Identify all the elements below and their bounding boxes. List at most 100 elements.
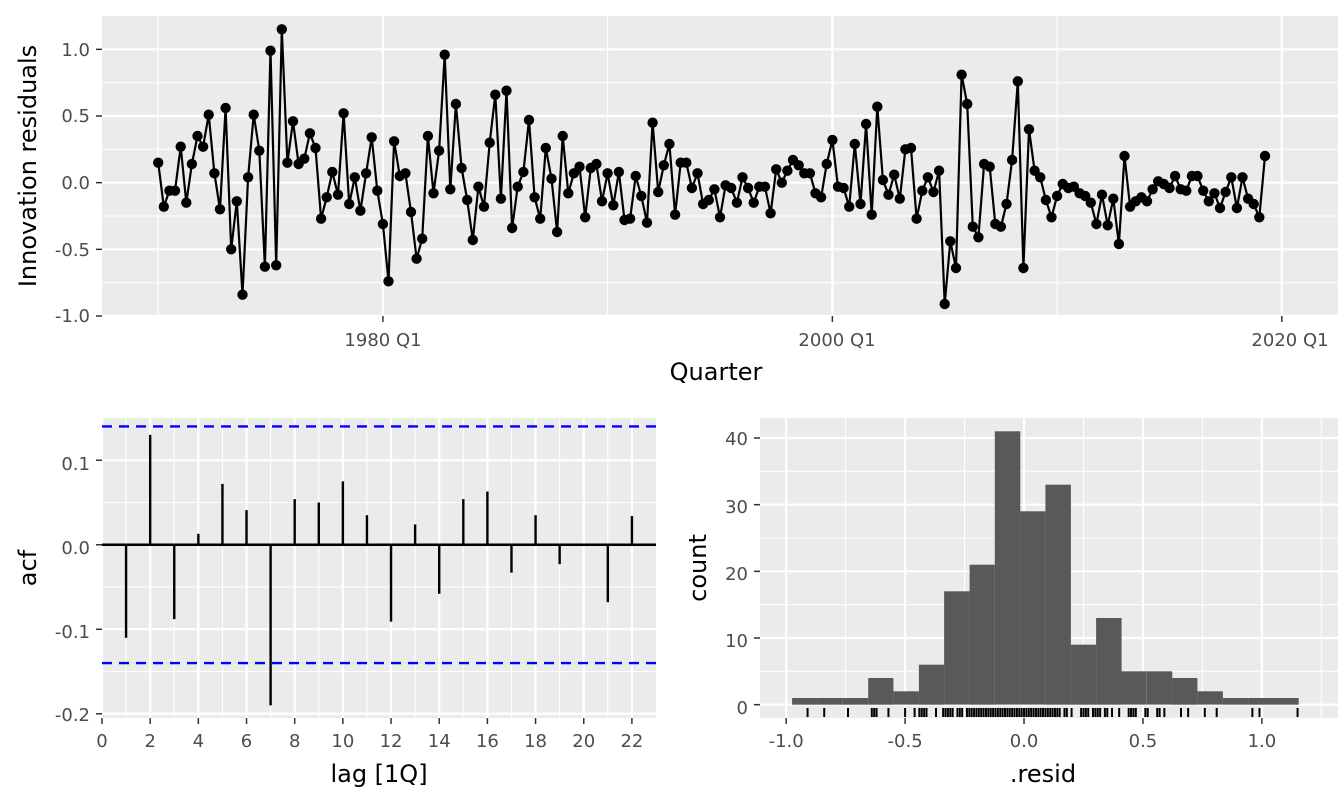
residual-point [1096, 189, 1108, 200]
residual-point [905, 142, 917, 154]
x-tick-label: 0 [96, 731, 107, 752]
residual-point [417, 233, 428, 244]
histogram-bar [1020, 511, 1046, 705]
residual-point [169, 185, 181, 196]
residual-rug [806, 708, 1299, 717]
histogram-bar [1121, 671, 1147, 705]
residual-point [1164, 182, 1175, 194]
x-axis-title: .resid [1010, 760, 1076, 788]
x-tick-label: 2 [144, 731, 155, 752]
acf-x-tick-labels: 0 2 4 6 8 10 12 14 16 18 20 22 [96, 731, 643, 752]
residual-point [400, 168, 411, 179]
residual-point [630, 170, 641, 182]
residual-point [1091, 218, 1102, 230]
y-tick-label: 0.0 [61, 173, 90, 194]
y-tick-label: 0.1 [61, 454, 90, 475]
residual-point [321, 192, 332, 203]
residual-point [1141, 196, 1153, 207]
residual-point [473, 181, 484, 192]
residual-point [838, 182, 849, 194]
y-tick-label: 20 [725, 564, 748, 585]
x-tick-label: 0.5 [1129, 731, 1158, 752]
residual-point [214, 204, 226, 215]
residual-point [271, 260, 282, 271]
residual-point [186, 158, 198, 170]
residual-point [804, 168, 816, 179]
histogram-bar [1248, 698, 1274, 705]
histogram-bars [792, 431, 1299, 705]
residual-point [1214, 202, 1226, 214]
residual-point [709, 184, 720, 195]
residual-histogram: 0 10 20 30 40 -1.0 -0.5 0.0 0.5 1.0 .res… [684, 418, 1338, 788]
acf-plot-tick-marks [96, 459, 633, 724]
residual-point [933, 165, 945, 176]
residual-point [495, 193, 507, 204]
residual-point [686, 182, 698, 194]
x-tick-label: 10 [331, 731, 354, 752]
residual-point [1046, 212, 1057, 223]
residual-point [411, 253, 422, 264]
residual-point [1023, 124, 1035, 135]
residual-point [388, 136, 400, 147]
residual-point [501, 85, 512, 96]
histogram-bar [868, 678, 894, 705]
residual-point [596, 196, 608, 207]
x-tick-label: -1.0 [769, 731, 804, 752]
residual-point [366, 132, 377, 143]
residual-point [1181, 185, 1192, 196]
x-tick-label: 6 [241, 731, 252, 752]
residual-point [636, 190, 647, 202]
residual-point [815, 192, 827, 203]
residual-point [1231, 202, 1243, 214]
residual-point [894, 193, 905, 204]
histogram-bar [893, 691, 919, 705]
residuals-series-points [153, 24, 1271, 310]
x-tick-label: -0.5 [888, 731, 923, 752]
residual-point [557, 130, 568, 142]
residual-point [1018, 262, 1029, 274]
residual-point [574, 161, 585, 172]
residual-point [175, 141, 186, 152]
residual-point [355, 205, 366, 216]
residual-point [1192, 170, 1203, 182]
residual-point [372, 185, 383, 196]
residual-point [518, 166, 529, 178]
histogram-bar [842, 698, 869, 705]
residual-point [759, 181, 771, 192]
residual-point [658, 160, 669, 171]
residual-point [226, 244, 237, 255]
residual-point [462, 194, 473, 206]
residual-point [428, 188, 439, 199]
residual-point [1051, 190, 1063, 202]
residual-point [1119, 150, 1130, 162]
residual-point [405, 206, 417, 218]
x-tick-label: 18 [524, 731, 547, 752]
histogram-x-tick-labels: -1.0 -0.5 0.0 0.5 1.0 [769, 731, 1277, 752]
residual-point [950, 262, 962, 274]
x-axis-title: lag [1Q] [330, 760, 427, 788]
residual-point [714, 212, 726, 223]
residual-point [1001, 198, 1012, 210]
histogram-bar [1273, 698, 1299, 705]
residual-point [653, 186, 664, 198]
residual-point [624, 213, 636, 224]
residual-point [332, 189, 344, 200]
residual-point [327, 166, 338, 178]
residual-point [771, 164, 782, 175]
residual-point [523, 114, 535, 126]
residual-point [1237, 172, 1248, 183]
histogram-bar [1222, 698, 1249, 705]
histogram-bar [792, 698, 818, 705]
residual-point [872, 101, 883, 112]
residual-point [821, 158, 832, 170]
histogram-bar [1070, 644, 1097, 705]
residual-point [467, 234, 478, 246]
residuals-plot-tick-marks [96, 48, 1283, 322]
residual-point [765, 208, 776, 219]
residual-point [703, 194, 714, 206]
residual-point [512, 181, 523, 192]
residual-point [344, 198, 355, 210]
x-axis-title: Quarter [670, 358, 763, 386]
residual-point [563, 188, 574, 199]
y-tick-label: 10 [725, 631, 748, 652]
